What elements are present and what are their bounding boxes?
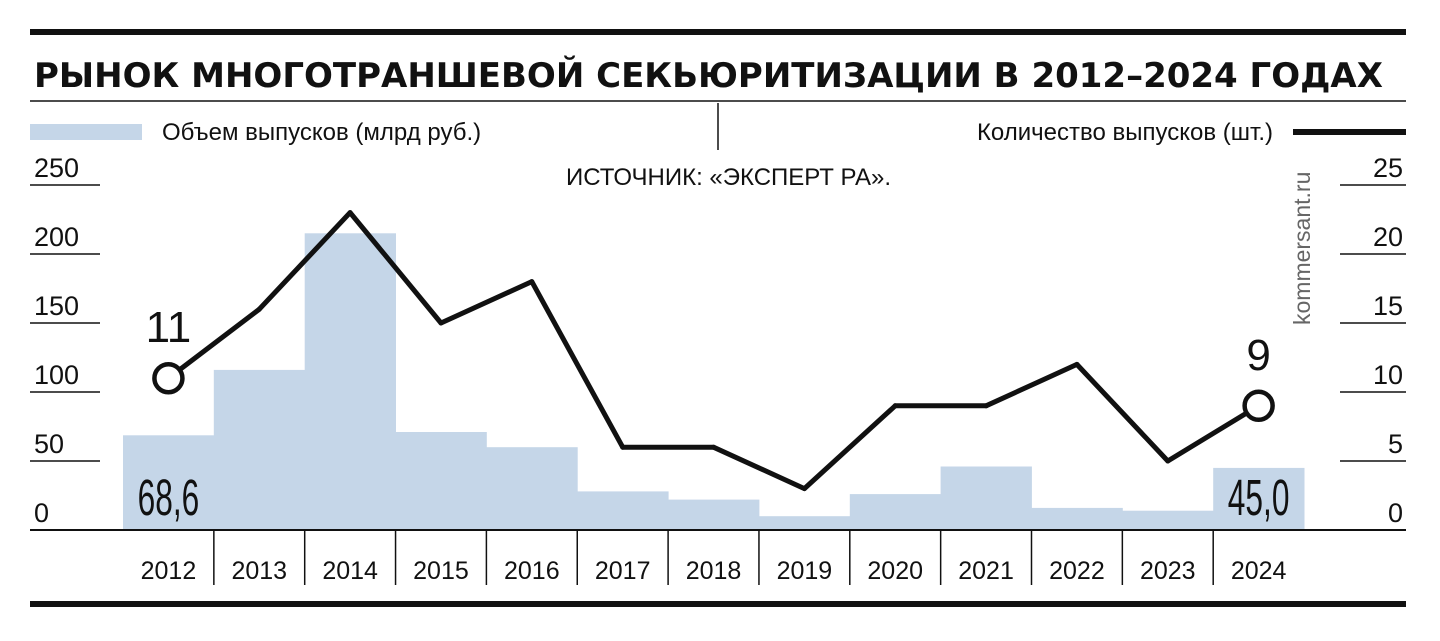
bar-2024 [1213, 467, 1305, 530]
bar-2023 [1122, 510, 1214, 530]
legend-label-count: Количество выпусков (шт.) [977, 119, 1273, 146]
bar-2015 [395, 432, 487, 530]
line-segment-2012 [165, 306, 262, 381]
chart-source: ИСТОЧНИК: «ЭКСПЕРТ РА». [566, 164, 891, 191]
line-segment-2014 [347, 210, 444, 326]
x-axis: 2012 2013 2014 2015 2016 2017 2018 2019 2020 2021… [30, 529, 1406, 585]
left-tick-label: 150 [34, 291, 79, 321]
right-tick-label: 5 [1388, 429, 1403, 459]
line-segment-2016 [529, 279, 626, 450]
left-tick-label: 100 [34, 360, 79, 390]
line-point-2012 [152, 361, 185, 395]
point-label-2024: 9 [1246, 331, 1270, 380]
bar-2018 [668, 499, 760, 530]
line-segment-2022 [1074, 361, 1171, 464]
bar-label-2024: 45,0 [1228, 469, 1290, 525]
right-tick-label: 15 [1373, 291, 1403, 321]
left-tick-label: 50 [34, 429, 64, 459]
right-tick-label: 0 [1388, 498, 1403, 528]
x-tick-label-2020: 2020 [867, 557, 923, 585]
line-segment-2023 [1165, 403, 1262, 464]
chart-credit: kommersant.ru [1289, 172, 1315, 325]
left-tick-label: 250 [34, 153, 79, 183]
line-series [152, 210, 1275, 492]
left-tick-label: 200 [34, 222, 79, 252]
right-tick-label: 20 [1373, 222, 1403, 252]
point-label-2012: 11 [146, 303, 192, 352]
legend-label-volume: Объем выпусков (млрд руб.) [162, 119, 481, 146]
x-tick-label-2015: 2015 [413, 557, 469, 585]
line-segment-2019 [801, 403, 898, 492]
x-tick-label-2016: 2016 [504, 557, 560, 585]
bar-label-2012: 68,6 [138, 469, 200, 525]
bar-series [123, 233, 1305, 531]
bar-2019 [758, 516, 851, 530]
x-tick-label-2014: 2014 [322, 557, 378, 585]
bar-2013 [213, 369, 306, 530]
bar-2012 [123, 435, 215, 530]
x-tick-label-2022: 2022 [1049, 557, 1105, 585]
bar-2020 [849, 494, 942, 530]
bar-2017 [577, 491, 669, 530]
line-segment-2013 [256, 210, 353, 312]
right-axis: 0 5 10 15 20 25 [1340, 153, 1406, 528]
x-tick-label-2012: 2012 [141, 557, 197, 585]
legend-swatch-volume [30, 124, 142, 140]
line-segment-2021 [983, 361, 1080, 409]
left-axis: 0 50 100 150 200 250 [30, 153, 100, 528]
x-tick-label-2018: 2018 [686, 557, 742, 585]
x-tick-label-2017: 2017 [595, 557, 651, 585]
line-segment-2015 [438, 279, 535, 326]
bar-2014 [304, 233, 396, 531]
line-segment-2018 [711, 444, 807, 492]
bar-2016 [486, 447, 578, 530]
line-point-2024 [1242, 389, 1275, 423]
right-tick-label: 25 [1373, 153, 1403, 183]
right-tick-label: 10 [1373, 360, 1403, 390]
x-tick-label-2013: 2013 [231, 557, 287, 585]
x-tick-label-2019: 2019 [777, 557, 833, 585]
chart-title: РЫНОК МНОГОТРАНШЕВОЙ СЕКЬЮРИТИЗАЦИИ В 20… [34, 55, 1383, 96]
left-tick-label: 0 [34, 498, 49, 528]
x-tick-label-2023: 2023 [1140, 557, 1196, 585]
bar-2021 [940, 466, 1032, 530]
x-tick-label-2024: 2024 [1231, 557, 1287, 585]
x-tick-label-2021: 2021 [958, 557, 1014, 585]
data-labels: 11 9 68,6 45,0 [138, 303, 1290, 526]
bar-2022 [1031, 507, 1123, 530]
